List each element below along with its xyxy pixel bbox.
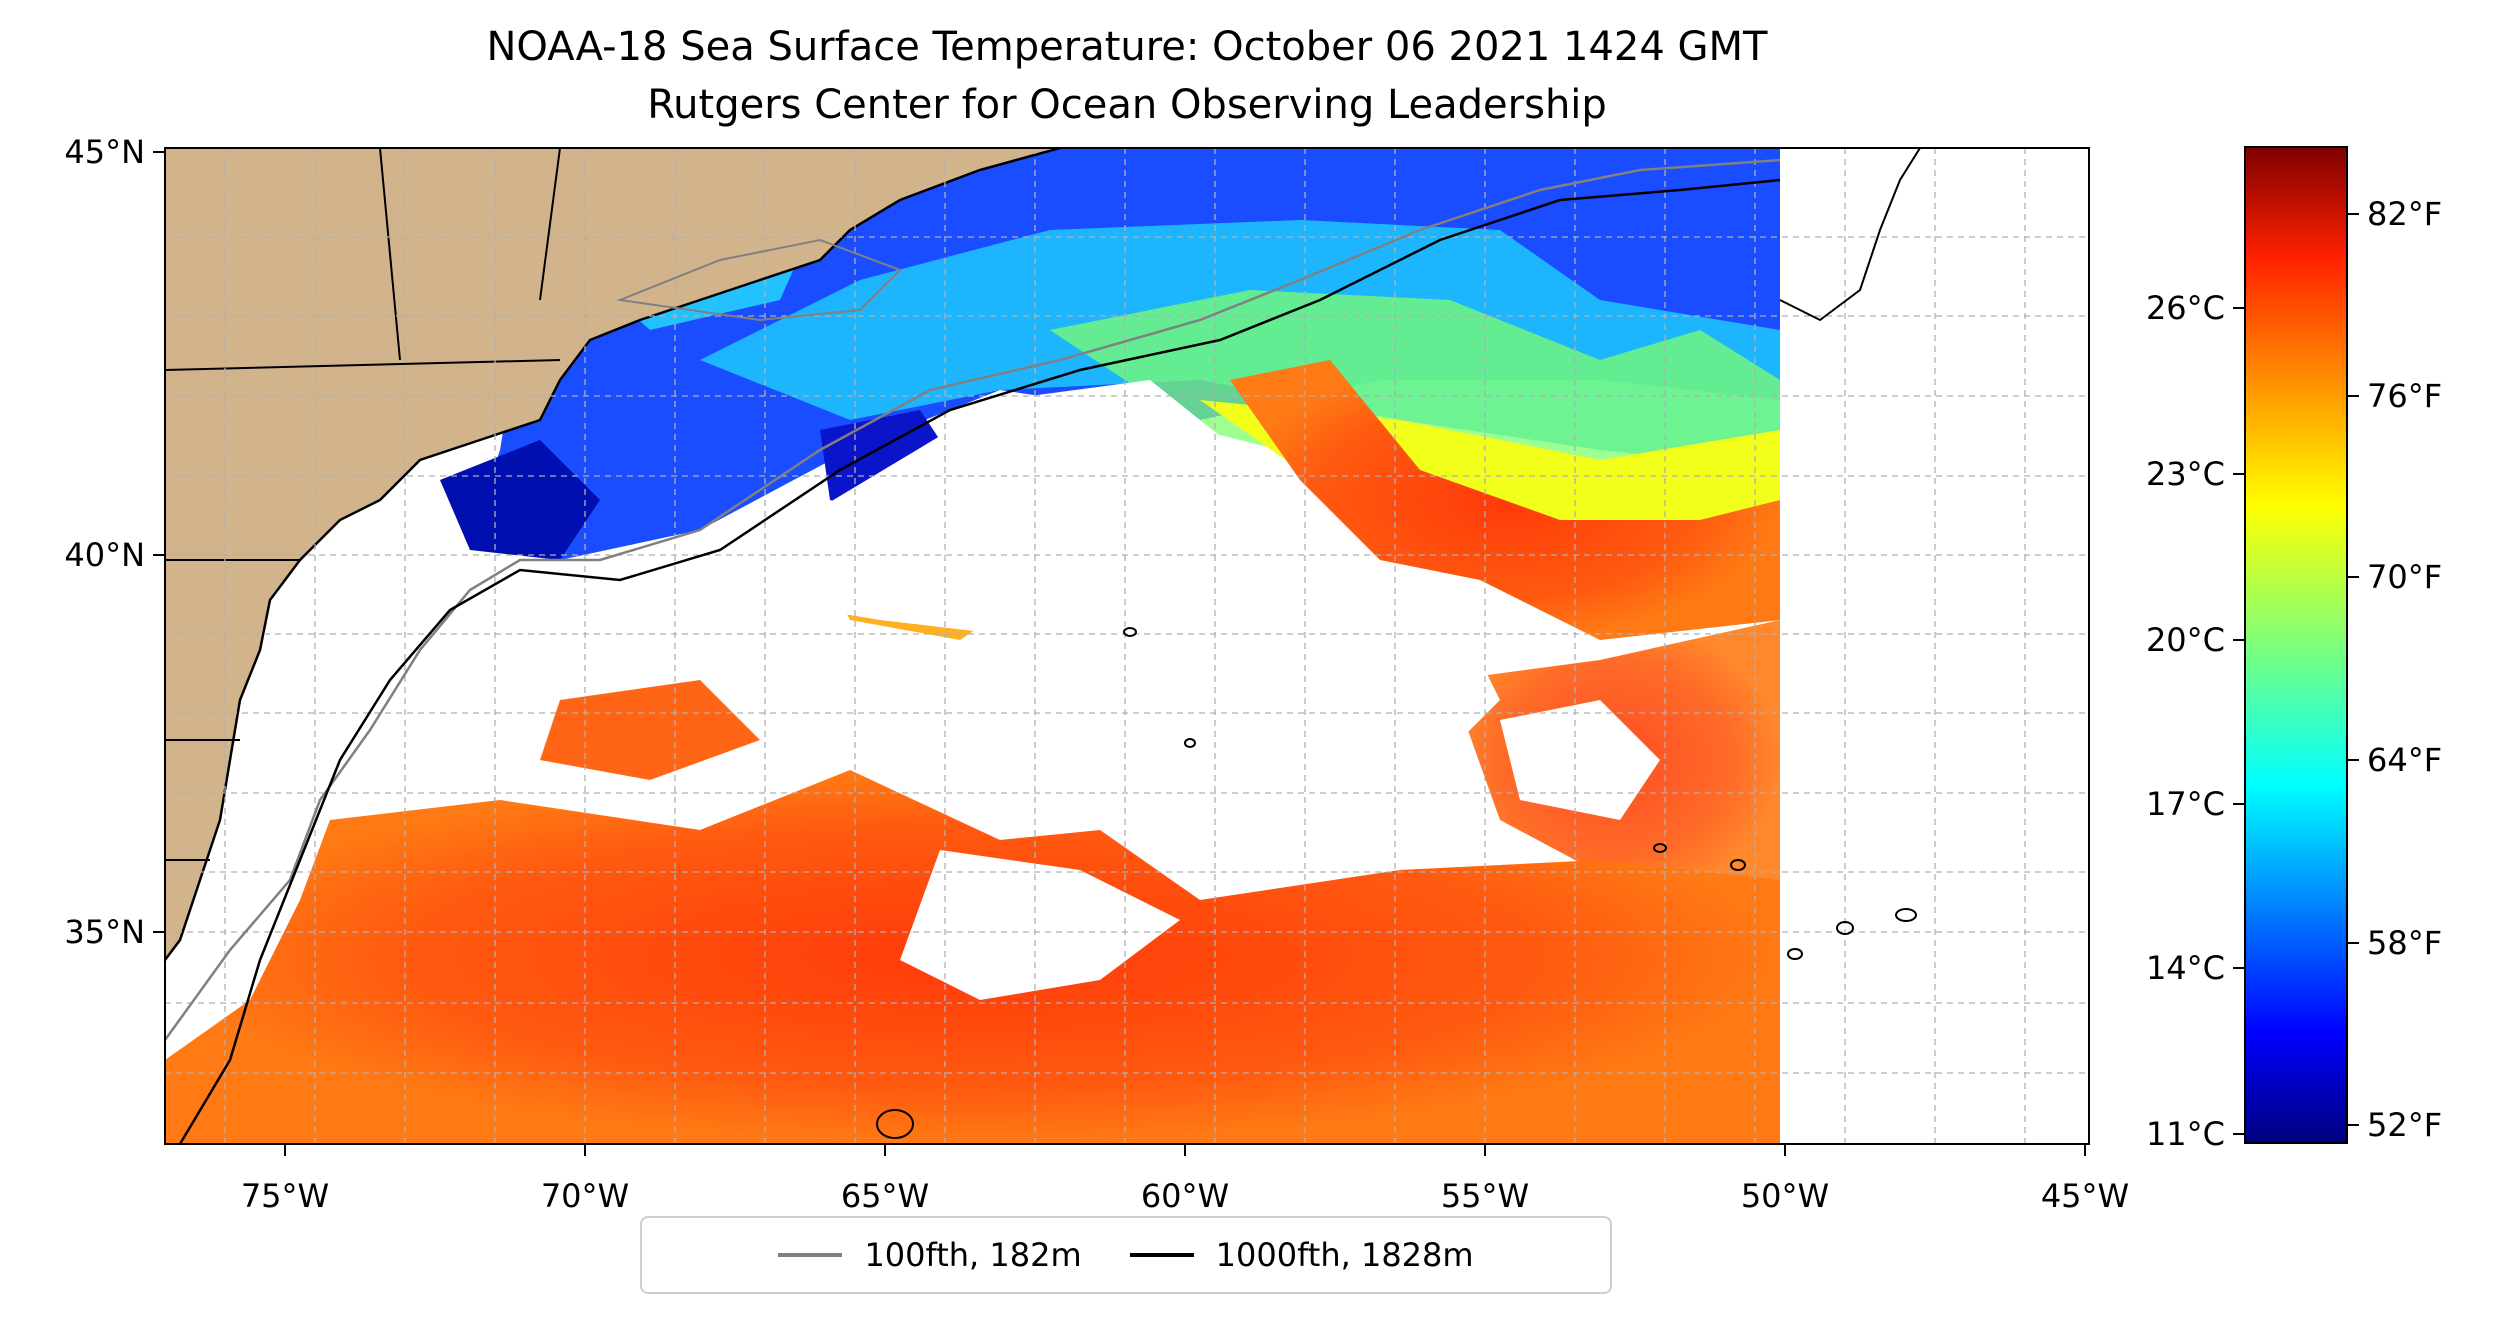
sst-gulf-stream-north xyxy=(1230,360,1780,640)
colorbar-celsius-label: 20°C xyxy=(2146,621,2225,659)
lon-tick-label: 60°W xyxy=(1141,1177,1229,1215)
map-frame xyxy=(164,147,2090,1145)
map-area xyxy=(165,148,2089,1144)
legend-line-black xyxy=(1129,1253,1194,1257)
colorbar-fahrenheit-label: 52°F xyxy=(2367,1106,2442,1144)
map-title: NOAA-18 Sea Surface Temperature: October… xyxy=(486,24,1768,70)
colorbar-celsius-label: 17°C xyxy=(2146,785,2225,823)
legend-item-1000fth: 1000fth, 1828m xyxy=(1129,1236,1474,1274)
colorbar-fahrenheit-label: 58°F xyxy=(2367,924,2442,962)
sst-warm-patch-c xyxy=(540,680,760,780)
colorbar-fahrenheit-label: 70°F xyxy=(2367,558,2442,596)
state-borders xyxy=(165,148,561,861)
colorbar-fahrenheit-label: 76°F xyxy=(2367,377,2442,415)
legend-item-100fth: 100fth, 182m xyxy=(778,1236,1082,1274)
cloud-mask-central xyxy=(300,380,1300,660)
contour-1000fth-nova-scotia xyxy=(1779,148,1921,322)
colorbar-celsius-label: 26°C xyxy=(2146,289,2225,327)
lon-tick-label: 65°W xyxy=(841,1177,929,1215)
colorbar: 26°C 23°C 20°C 17°C 14°C 11°C 82°F 76°F … xyxy=(2146,146,2442,1153)
map-legend: 100fth, 182m 1000fth, 1828m xyxy=(640,1216,1612,1294)
colorbar-celsius-label: 23°C xyxy=(2146,455,2225,493)
map-subtitle: Rutgers Center for Ocean Observing Leade… xyxy=(647,82,1607,128)
lat-tick-label: 35°N xyxy=(64,913,145,951)
gridlines xyxy=(165,148,2089,1144)
lat-tick-label: 45°N xyxy=(64,133,145,171)
lon-tick-label: 50°W xyxy=(1741,1177,1829,1215)
lon-tick-label: 55°W xyxy=(1441,1177,1529,1215)
land-nova-scotia xyxy=(1780,148,1900,330)
legend-label: 1000fth, 1828m xyxy=(1215,1236,1474,1274)
legend-label: 100fth, 182m xyxy=(864,1236,1082,1274)
axis-ticks xyxy=(153,151,2086,1156)
contour-100fth-gom xyxy=(616,238,902,322)
contour-100fth xyxy=(165,158,1781,1041)
lat-tick-label: 40°N xyxy=(64,536,145,574)
legend-line-grey xyxy=(778,1253,843,1257)
land-north-america xyxy=(165,148,1060,960)
cloud-mask-east xyxy=(1500,700,1660,820)
colorbar-fahrenheit-label: 64°F xyxy=(2367,741,2442,779)
contour-1000fth xyxy=(178,178,1781,1144)
lon-tick-label: 45°W xyxy=(2041,1177,2129,1215)
colorbar-celsius-label: 11°C xyxy=(2146,1115,2225,1153)
cloud-mask-mid xyxy=(820,600,1500,800)
colorbar-celsius-label: 14°C xyxy=(2146,949,2225,987)
coastline xyxy=(165,148,1061,961)
seamount-contours xyxy=(876,627,1917,1139)
lon-tick-label: 70°W xyxy=(541,1177,629,1215)
colorbar-gradient xyxy=(2244,146,2348,1144)
cloud-mask-south xyxy=(900,850,1180,1000)
colorbar-fahrenheit-label: 82°F xyxy=(2367,195,2442,233)
sst-deep-blue-spot xyxy=(440,440,600,560)
lon-tick-label: 75°W xyxy=(241,1177,329,1215)
